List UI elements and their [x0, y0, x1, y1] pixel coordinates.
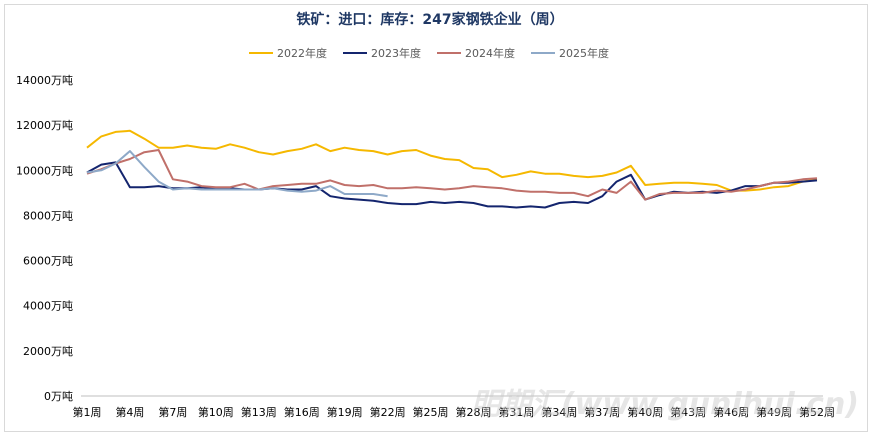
x-tick-label: 第1周 — [73, 405, 102, 419]
series-lines — [86, 129, 818, 209]
x-tick-label: 第7周 — [158, 405, 187, 419]
series-line-2022年度 — [86, 129, 818, 192]
x-tick-label: 第22周 — [370, 405, 406, 419]
legend-label: 2023年度 — [371, 46, 421, 60]
chart-title: 铁矿：进口：库存：247家钢铁企业（周） — [296, 11, 563, 28]
watermark-text: 明期汇(www.gunihui.cn) — [471, 387, 859, 422]
x-tick-label: 第28周 — [455, 405, 491, 419]
x-tick-label: 第19周 — [327, 405, 363, 419]
x-tick-label: 第31周 — [498, 405, 534, 419]
x-tick-label: 第46周 — [713, 405, 749, 419]
x-tick-label: 第52周 — [799, 405, 835, 419]
legend-label: 2022年度 — [277, 46, 327, 60]
x-tick-label: 第37周 — [584, 405, 620, 419]
legend-label: 2025年度 — [559, 46, 609, 60]
y-tick-label: 10000万吨 — [16, 164, 73, 177]
y-axis: 0万吨 2000万吨 4000万吨 6000万吨 8000万吨 10000万吨 12000万… — [16, 74, 73, 403]
y-tick-label: 6000万吨 — [23, 255, 73, 268]
x-tick-label: 第10周 — [198, 405, 234, 419]
x-tick-label: 第34周 — [541, 405, 577, 419]
y-tick-label: 4000万吨 — [23, 300, 73, 313]
x-tick-label: 第25周 — [413, 405, 449, 419]
x-tick-label: 第43周 — [670, 405, 706, 419]
series-line-2024年度 — [86, 149, 818, 201]
x-tick-label: 第13周 — [241, 405, 277, 419]
x-tick-label: 第40周 — [627, 405, 663, 419]
legend-label: 2024年度 — [465, 46, 515, 60]
x-tick-label: 第4周 — [115, 405, 144, 419]
x-axis: 第1周 第4周 第7周 第10周 第13周 第16周 第19周 第22周 第25周 第28周 第31… — [73, 395, 835, 419]
y-tick-label: 12000万吨 — [16, 119, 73, 132]
y-tick-label: 0万吨 — [44, 390, 73, 403]
chart-legend: 2022年度 2023年度 2024年度 2025年度 — [249, 46, 609, 60]
x-tick-label: 第16周 — [284, 405, 320, 419]
x-tick-label: 第49周 — [756, 405, 792, 419]
series-line-2025年度 — [86, 150, 388, 198]
chart-frame — [4, 4, 868, 432]
y-tick-label: 14000万吨 — [16, 74, 73, 87]
y-tick-label: 2000万吨 — [23, 345, 73, 358]
y-tick-label: 8000万吨 — [23, 209, 73, 222]
